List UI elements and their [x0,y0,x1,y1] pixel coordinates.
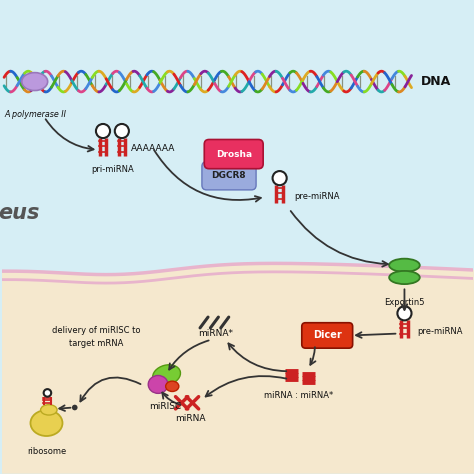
Circle shape [397,306,411,320]
Text: miRNA : miRNA*: miRNA : miRNA* [264,392,333,401]
Text: miRNA*: miRNA* [199,329,234,338]
Ellipse shape [389,271,420,284]
Text: DGCR8: DGCR8 [211,171,246,180]
Text: delivery of miRISC to
target mRNA: delivery of miRISC to target mRNA [52,326,140,347]
Text: AAAAAAA: AAAAAAA [131,144,176,153]
Ellipse shape [165,381,179,392]
Ellipse shape [41,405,57,415]
Text: ribosome: ribosome [27,447,66,456]
Ellipse shape [22,73,48,91]
Text: Drosha: Drosha [216,150,252,159]
Text: A polymerase II: A polymerase II [4,110,66,119]
Text: Exportin5: Exportin5 [384,298,425,307]
Text: miRISC: miRISC [149,402,182,411]
Circle shape [96,124,110,138]
Text: pre-miRNA: pre-miRNA [417,327,463,336]
Ellipse shape [30,410,63,436]
FancyBboxPatch shape [302,323,353,348]
Circle shape [273,171,287,185]
Text: eus: eus [0,203,39,223]
Text: pri-miRNA: pri-miRNA [91,165,134,174]
Circle shape [72,405,78,410]
FancyBboxPatch shape [204,139,263,169]
Text: Dicer: Dicer [313,330,342,340]
Text: pre-miRNA: pre-miRNA [295,191,340,201]
Ellipse shape [153,365,181,385]
FancyBboxPatch shape [202,162,256,190]
Ellipse shape [148,375,168,393]
Circle shape [115,124,129,138]
Circle shape [44,389,51,397]
Text: DNA: DNA [421,75,451,88]
Text: miRNA: miRNA [175,414,205,423]
Ellipse shape [389,259,420,272]
